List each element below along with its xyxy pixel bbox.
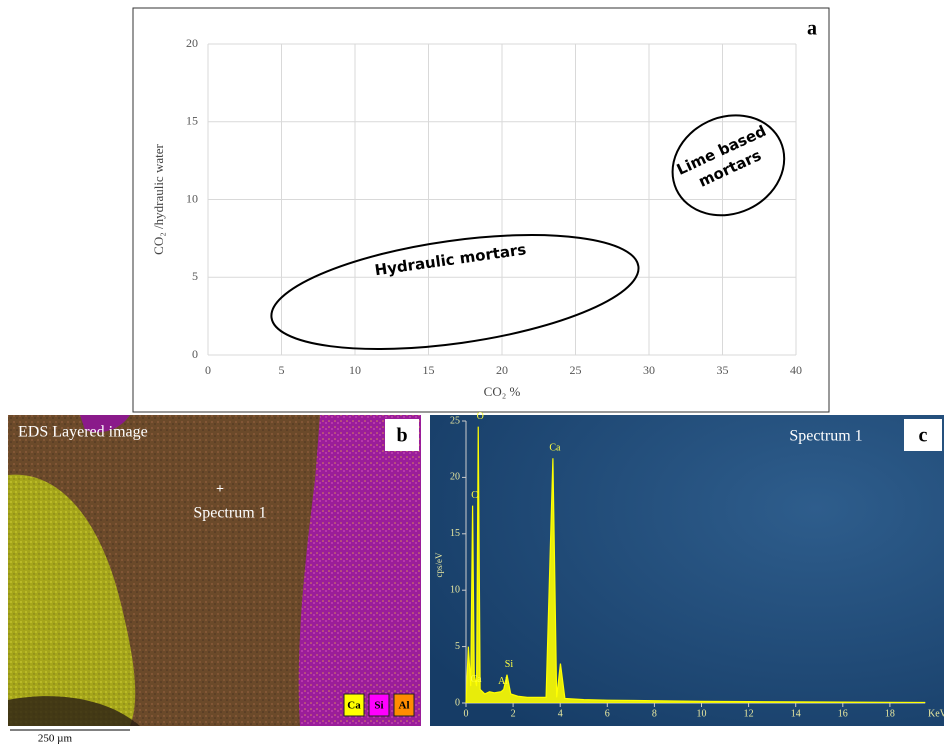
peak-label: O [477, 411, 484, 422]
peak-label: Si [505, 659, 514, 670]
image-caption: EDS Layered image [18, 424, 148, 441]
ca-region [8, 474, 136, 726]
y-tick-label: 10 [450, 584, 460, 595]
y-tick-label: 10 [186, 191, 198, 205]
si-region [298, 415, 421, 726]
marker-label: Spectrum 1 [193, 505, 266, 522]
x-tick-label: 30 [643, 363, 655, 377]
peak-label: Ca [470, 674, 482, 685]
x-axis-label: CO₂ % [484, 384, 521, 399]
y-tick-label: 20 [186, 36, 198, 50]
panel-label-box [904, 419, 942, 451]
x-tick-label: 5 [279, 363, 285, 377]
x-axis-label: KeV [928, 708, 944, 719]
panel-c-bg [430, 415, 944, 726]
y-tick-label: 0 [455, 697, 460, 708]
scale-label: 250 µm [38, 733, 73, 745]
x-tick-label: 14 [791, 708, 801, 719]
dark-region [8, 696, 140, 726]
y-tick-label: 25 [450, 415, 460, 426]
x-tick-label: 8 [652, 708, 657, 719]
si-region [80, 415, 130, 433]
x-tick-label: 10 [349, 363, 361, 377]
legend-swatch [343, 693, 365, 717]
legend-label: Ca [347, 700, 361, 712]
y-tick-label: 5 [455, 641, 460, 652]
x-tick-label: 40 [790, 363, 802, 377]
x-tick-label: 35 [717, 363, 729, 377]
panel-label: a [807, 18, 817, 40]
panel-c: c Spectrum 1 0 2 4 6 8 10 12 14 16 18 0 5 10 15 20 25 KeV c… [434, 411, 944, 719]
x-tick-label: 2 [511, 708, 516, 719]
x-tick-label: 10 [697, 708, 707, 719]
legend: Ca Si Al [343, 693, 415, 717]
y-axis-label: CO₂ /hydraulic water [151, 144, 166, 255]
y-axis-label: cps/eV [434, 552, 444, 577]
y-tick-label: 15 [186, 114, 198, 128]
x-tick-label: 0 [205, 363, 211, 377]
x-tick-label: 25 [570, 363, 582, 377]
x-tick-label: 12 [744, 708, 754, 719]
y-tick-label: 15 [450, 528, 460, 539]
legend-label: Al [399, 700, 410, 712]
region-ellipse [270, 234, 640, 351]
x-tick-label: 18 [885, 708, 895, 719]
panel-b: b EDS Layered image + Spectrum 1 Ca Si Al … [8, 415, 421, 745]
x-tick-label: 0 [464, 708, 469, 719]
marker-cross: + [216, 482, 224, 497]
panel-label: b [396, 425, 407, 447]
spectrum-line [465, 426, 926, 704]
x-tick-label: 6 [605, 708, 610, 719]
x-tick-label: 4 [558, 708, 563, 719]
spectrum-title: Spectrum 1 [789, 428, 862, 445]
y-tick-label: 0 [192, 347, 198, 361]
legend-swatch [393, 693, 415, 717]
x-tick-label: 16 [838, 708, 848, 719]
panel-a-frame [132, 7, 830, 413]
panel-label: c [919, 425, 928, 447]
panel-label-box [385, 419, 419, 451]
region-ellipse [671, 114, 786, 217]
legend-swatch [368, 693, 390, 717]
peak-label: Ca [549, 443, 561, 454]
legend-label: Si [374, 700, 383, 712]
y-tick-label: 5 [192, 269, 198, 283]
peak-label: Al [498, 676, 508, 687]
x-tick-label: 20 [496, 363, 508, 377]
y-tick-label: 20 [450, 472, 460, 483]
peak-label: C [471, 490, 478, 501]
x-tick-label: 15 [423, 363, 435, 377]
